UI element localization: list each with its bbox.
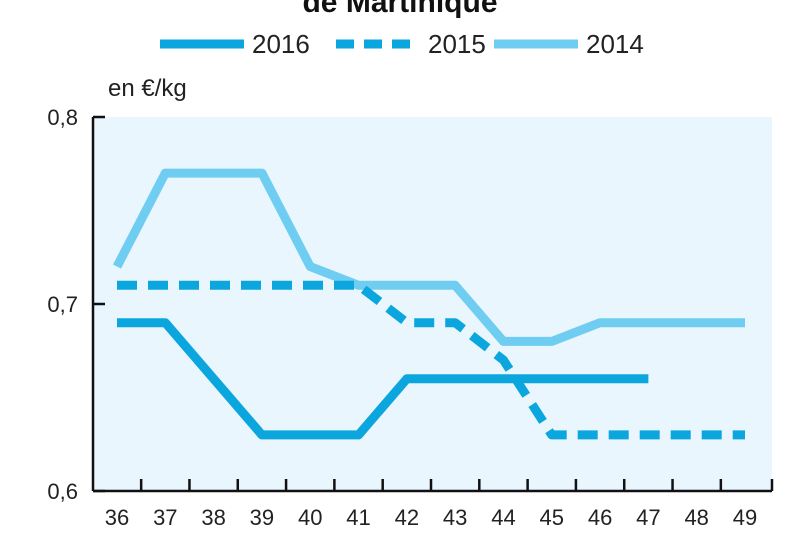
y-tick-label: 0,7 — [47, 292, 78, 317]
axes-layer: 0,6 0,7 0,8 36 37 38 39 40 41 42 43 44 45 46 47 48 49 — [47, 105, 774, 530]
series-line-2014 — [113, 168, 745, 346]
plot-area — [93, 117, 772, 491]
x-tick-label: 48 — [684, 505, 708, 530]
x-tick-label: 49 — [733, 505, 757, 530]
legend-label-2014: 2014 — [586, 29, 644, 59]
x-tick-label: 46 — [588, 505, 612, 530]
x-tick-label: 38 — [201, 505, 225, 530]
y-tick-label: 0,8 — [47, 105, 78, 130]
chart-legend: 2016 2015 2014 — [160, 29, 644, 59]
x-tick-label: 43 — [443, 505, 467, 530]
x-tick-label: 36 — [105, 505, 129, 530]
x-tick-label: 41 — [346, 505, 370, 530]
x-tick-label: 39 — [250, 505, 274, 530]
legend-label-2015: 2015 — [428, 29, 486, 59]
y-tick-label: 0,6 — [47, 479, 78, 504]
series-line-2015 — [117, 280, 745, 440]
x-tick-label: 47 — [636, 505, 660, 530]
series-line-2016 — [117, 318, 649, 440]
series-layer — [113, 168, 745, 440]
x-tick-label: 45 — [540, 505, 564, 530]
x-tick-label: 37 — [153, 505, 177, 530]
chart-title: de Martinique — [302, 0, 497, 19]
legend-label-2016: 2016 — [252, 29, 310, 59]
y-axis-unit-label: en €/kg — [108, 75, 187, 102]
x-tick-label: 44 — [491, 505, 515, 530]
x-tick-label: 42 — [395, 505, 419, 530]
x-tick-label: 40 — [298, 505, 322, 530]
